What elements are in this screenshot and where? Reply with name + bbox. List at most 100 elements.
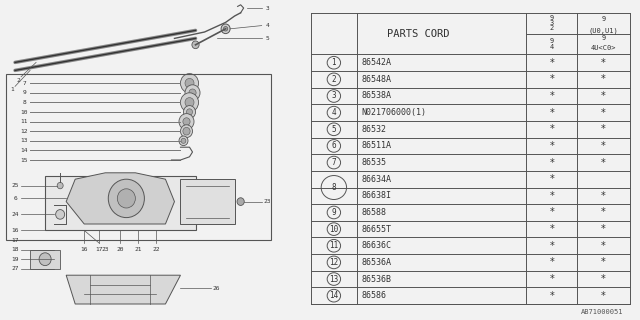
Text: 18: 18 [12,247,19,252]
Text: *: * [601,224,606,234]
Text: 2: 2 [332,75,336,84]
Text: 3: 3 [266,5,269,11]
Text: *: * [549,91,554,101]
Text: 86538A: 86538A [362,92,392,100]
Text: *: * [549,108,554,118]
Text: *: * [549,191,554,201]
Text: 8: 8 [22,100,26,105]
Circle shape [183,118,190,125]
Text: 86636C: 86636C [362,241,392,250]
Text: 15: 15 [20,157,28,163]
Text: 21: 21 [134,247,142,252]
Polygon shape [66,173,175,224]
Text: *: * [549,74,554,84]
Text: AB71000051: AB71000051 [580,309,623,315]
Text: 9: 9 [602,35,605,41]
Text: *: * [549,224,554,234]
Text: 16: 16 [12,228,19,233]
Text: *: * [549,124,554,134]
Text: 86511A: 86511A [362,141,392,150]
Circle shape [192,41,199,49]
Text: 7: 7 [332,158,336,167]
Polygon shape [66,275,180,304]
Text: *: * [549,241,554,251]
Text: 10: 10 [20,109,28,115]
Polygon shape [30,250,60,269]
Circle shape [181,138,186,143]
Text: 86588: 86588 [362,208,387,217]
Text: 10: 10 [329,225,339,234]
Text: 3: 3 [332,92,336,100]
Text: 86655T: 86655T [362,225,392,234]
Text: 86542A: 86542A [362,58,392,67]
Text: *: * [601,274,606,284]
Text: 12: 12 [20,129,28,134]
Text: 4U<C0>: 4U<C0> [591,45,616,51]
Text: *: * [601,191,606,201]
Circle shape [237,198,244,205]
Text: 9
3
2: 9 3 2 [550,15,554,31]
Text: 13: 13 [20,138,28,143]
Circle shape [108,179,145,218]
Polygon shape [45,176,196,230]
Bar [313,172,355,187]
Text: 1: 1 [10,87,14,92]
Text: *: * [601,141,606,151]
Circle shape [221,24,230,34]
Text: *: * [549,174,554,184]
Text: 12: 12 [329,258,339,267]
Text: 9
4: 9 4 [550,38,554,50]
Circle shape [179,114,194,130]
Text: 86536B: 86536B [362,275,392,284]
Text: 13: 13 [329,275,339,284]
Text: 27: 27 [12,266,19,271]
Text: 9: 9 [22,90,26,95]
Text: 17: 17 [12,237,19,243]
Circle shape [185,98,194,107]
Circle shape [186,109,193,115]
Text: *: * [601,291,606,301]
Text: *: * [549,257,554,268]
Text: 86638I: 86638I [362,191,392,200]
Circle shape [180,74,198,93]
Text: 25: 25 [12,183,19,188]
Text: 26: 26 [213,285,220,291]
Text: *: * [601,108,606,118]
Text: *: * [601,124,606,134]
Text: 20: 20 [116,247,124,252]
Text: 86535: 86535 [362,158,387,167]
Text: 19: 19 [12,257,19,262]
Text: 86634A: 86634A [362,175,392,184]
Text: 23: 23 [102,247,109,252]
Text: 9: 9 [332,208,336,217]
Text: *: * [549,58,554,68]
Text: *: * [549,141,554,151]
Text: 86532: 86532 [362,125,387,134]
Text: 86586: 86586 [362,291,387,300]
Text: 14: 14 [329,291,339,300]
Polygon shape [180,179,235,224]
Text: *: * [601,241,606,251]
Text: 5: 5 [332,125,336,134]
Bar [6,74,271,240]
Text: 8: 8 [332,183,336,192]
Text: *: * [549,157,554,168]
Text: 9: 9 [602,16,605,22]
Circle shape [223,27,228,31]
Text: *: * [601,207,606,218]
Text: *: * [601,257,606,268]
Circle shape [184,106,195,118]
Circle shape [180,125,193,138]
Circle shape [185,85,200,101]
Text: *: * [549,207,554,218]
Circle shape [39,253,51,266]
Text: 23: 23 [264,199,271,204]
Text: 16: 16 [81,247,88,252]
Circle shape [180,93,198,112]
Text: *: * [601,91,606,101]
Text: 4: 4 [332,108,336,117]
Text: 6: 6 [332,141,336,150]
Text: *: * [549,274,554,284]
Text: 11: 11 [329,241,339,250]
Text: 17: 17 [95,247,103,252]
